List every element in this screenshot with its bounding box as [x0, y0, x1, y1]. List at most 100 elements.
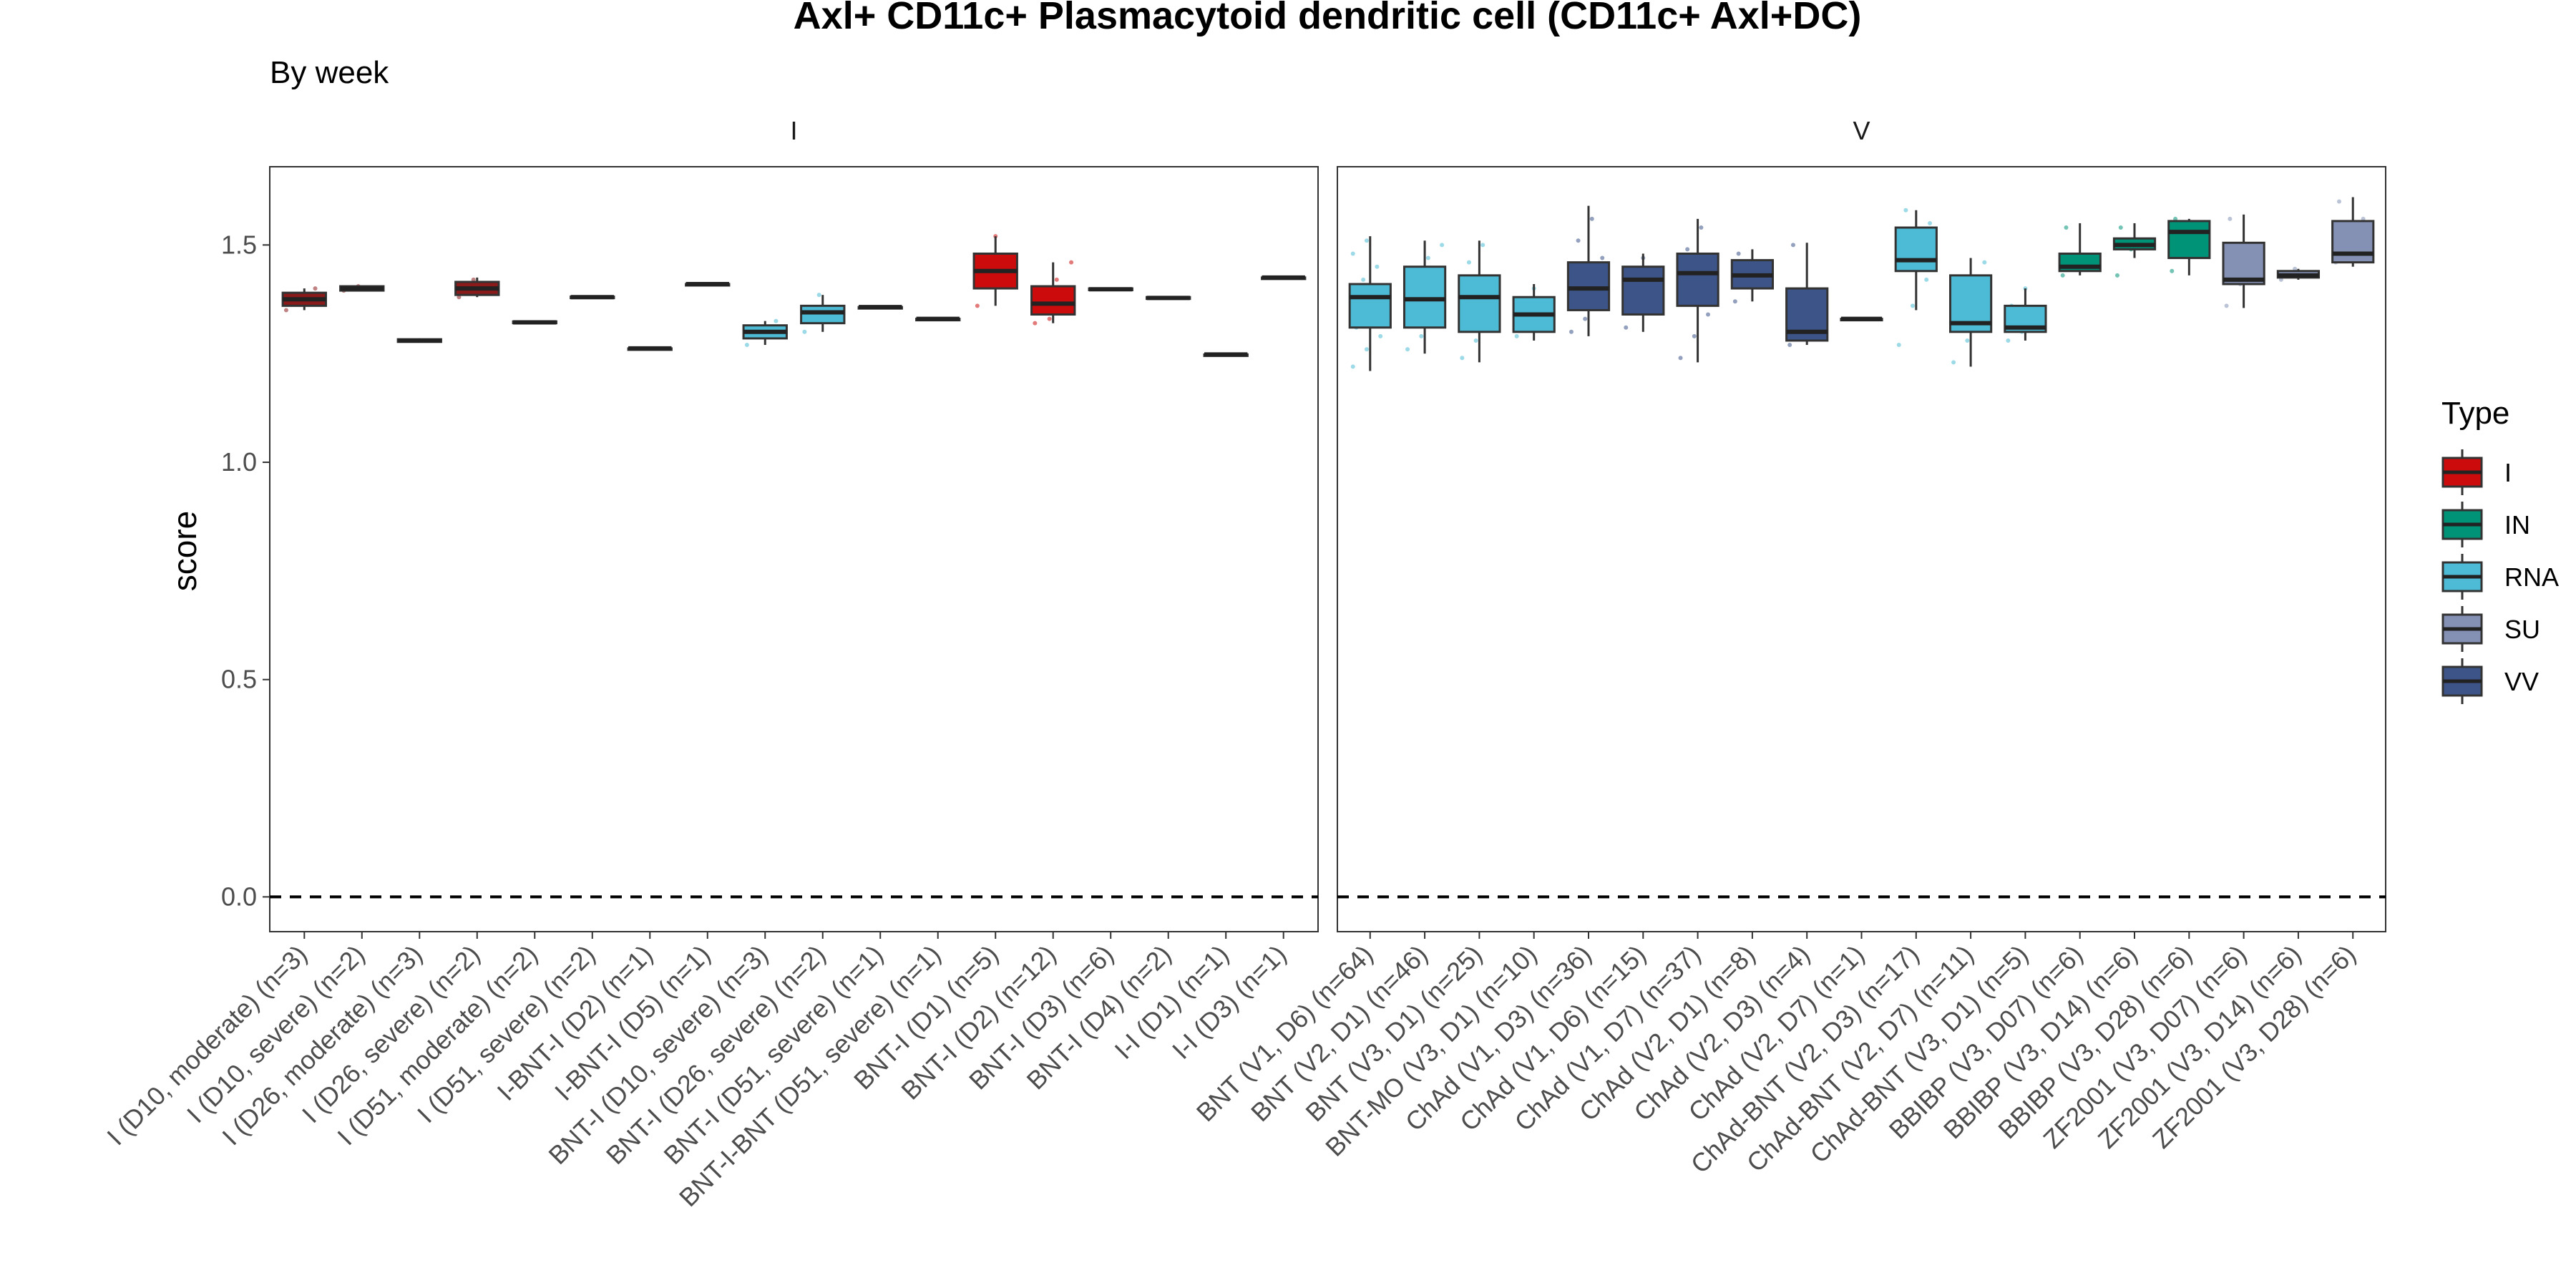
data-point [1514, 333, 1519, 338]
legend-item-i: I [2441, 449, 2512, 495]
data-point [2228, 216, 2233, 221]
data-point [1378, 333, 1383, 338]
data-point [1924, 277, 1929, 282]
legend-item-rna: RNA [2441, 554, 2559, 600]
legend-label: SU [2504, 615, 2540, 644]
data-point [2224, 303, 2229, 308]
box-rect [2331, 220, 2375, 264]
legend: Type I IN RNA SU VV [2441, 396, 2559, 704]
y-axis-label: score [166, 511, 203, 591]
data-point [1965, 338, 1970, 343]
data-point [1361, 277, 1366, 282]
panels-group: 0.0 0.5 1.0 1.5II (D10, moderate) (n=3)I (D… [101, 116, 2386, 1212]
data-point [744, 343, 749, 348]
data-point [1419, 333, 1424, 338]
legend-item-in: IN [2441, 502, 2530, 547]
data-point [1600, 255, 1605, 260]
data-point [1732, 299, 1737, 304]
data-point [1480, 243, 1485, 248]
legend-title: Type [2441, 396, 2509, 431]
data-point [1460, 356, 1465, 361]
data-point [2118, 225, 2123, 230]
data-point [1350, 364, 1355, 369]
data-point [1787, 343, 1792, 348]
data-point [2114, 273, 2119, 278]
data-point [1047, 316, 1052, 321]
chart-title: Axl+ CD11c+ Plasmacytoid dendritic cell … [794, 0, 1862, 37]
legend-label: VV [2504, 667, 2539, 696]
data-point [1069, 260, 1074, 265]
box-rect [1894, 226, 1938, 273]
box-rect [1402, 265, 1447, 329]
legend-label: IN [2504, 510, 2530, 540]
data-point [1678, 356, 1683, 361]
y-tick-label: 0.5 [221, 665, 257, 694]
data-point [1364, 238, 1369, 243]
data-point [1350, 251, 1355, 256]
data-point [2293, 266, 2298, 271]
data-point [1790, 243, 1795, 248]
box-rect [1458, 274, 1501, 333]
data-point [1473, 338, 1478, 343]
data-point [2173, 216, 2178, 221]
data-point [816, 293, 821, 298]
data-point [2064, 225, 2069, 230]
data-point [2006, 338, 2011, 343]
data-point [1896, 343, 1901, 348]
box-rect [1348, 283, 1392, 329]
y-tick-label: 0.0 [221, 882, 257, 911]
box-rect [1676, 252, 1719, 307]
panel-i: II (D10, moderate) (n=3)I (D10, severe) … [101, 116, 1319, 1212]
data-point [2170, 268, 2175, 273]
data-point [1576, 238, 1581, 243]
data-point [1583, 316, 1588, 321]
data-point [1033, 321, 1038, 326]
data-point [1568, 329, 1574, 334]
chart-subtitle: By week [270, 55, 389, 90]
legend-label: I [2504, 458, 2512, 487]
data-point [1982, 260, 1987, 265]
box-rect [1030, 285, 1076, 316]
panel-frame [1337, 166, 2386, 932]
data-point [1054, 277, 1059, 282]
data-point [1736, 251, 1741, 256]
data-point [1440, 243, 1445, 248]
box-rect [2167, 220, 2211, 260]
data-point [1951, 360, 1956, 365]
box-rect [2222, 241, 2265, 286]
data-point [1425, 255, 1430, 260]
data-point [802, 329, 807, 334]
data-point [1624, 325, 1629, 330]
legend-item-su: SU [2441, 606, 2540, 652]
legend-item-vv: VV [2441, 658, 2539, 704]
data-point [283, 308, 288, 313]
data-point [1692, 333, 1697, 338]
box-rect [1566, 261, 1611, 311]
data-point [1466, 260, 1471, 265]
data-point [1928, 220, 1933, 225]
y-tick-label: 1.5 [221, 230, 257, 259]
data-point [1685, 247, 1690, 252]
y-tick-label: 1.0 [221, 447, 257, 477]
data-point [1903, 208, 1908, 213]
legend-label: RNA [2504, 562, 2559, 592]
data-point [1699, 225, 1704, 230]
data-point [1364, 347, 1369, 352]
box-rect [800, 304, 846, 325]
data-point [471, 277, 476, 282]
data-point [2361, 216, 2366, 221]
data-point [1589, 216, 1594, 221]
legend-items: I IN RNA SU VV [2441, 449, 2559, 704]
data-point [2278, 277, 2283, 282]
data-point [2336, 199, 2341, 204]
data-point [313, 286, 318, 291]
data-point [1706, 312, 1711, 317]
data-point [1405, 347, 1410, 352]
panel-strip-label: I [790, 116, 797, 145]
data-point [1375, 264, 1380, 269]
data-point [457, 295, 462, 300]
data-point [774, 318, 779, 323]
panel-strip-label: V [1853, 116, 1870, 145]
